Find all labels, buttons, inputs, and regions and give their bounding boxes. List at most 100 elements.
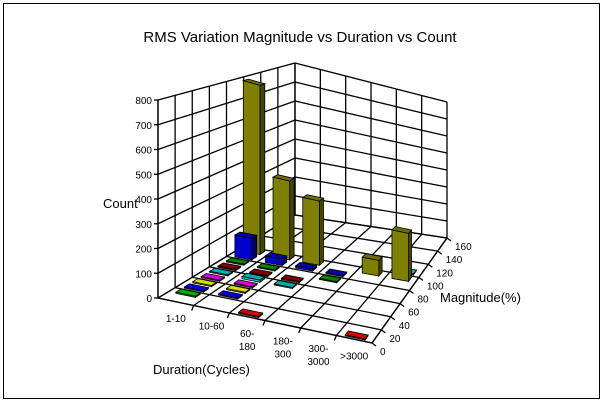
bar-180-300-mag-85 <box>325 268 348 278</box>
bar-side-face <box>408 228 412 283</box>
bar-top-face <box>225 284 251 293</box>
side-wall-gridline <box>157 176 296 250</box>
y-tick-mark <box>371 342 377 347</box>
bar-top-face <box>273 280 298 288</box>
bar-top-face <box>325 268 348 277</box>
y-tick-label: 80 <box>418 295 430 306</box>
bar-top-face <box>174 288 202 297</box>
side-wall-gridline <box>157 62 296 101</box>
back-wall-gridline <box>294 81 448 120</box>
y-tick-label: 100 <box>427 281 444 292</box>
bar-top-face <box>241 78 267 86</box>
bar-1-10-mag-45 <box>200 272 226 283</box>
bar-top-face <box>248 268 273 276</box>
y-tick-mark <box>390 316 396 321</box>
floor-gridline <box>226 255 410 292</box>
bar-top-face <box>233 279 259 288</box>
bar-front-face <box>272 176 291 261</box>
z-tick-label: 300 <box>135 220 152 231</box>
bar-top-face <box>344 330 369 340</box>
y-tick-mark <box>380 329 386 334</box>
bar-side-face <box>251 234 258 261</box>
bar-10-60-mag-95 <box>271 174 296 261</box>
y-tick-mark <box>418 276 424 281</box>
y-tick-label: 40 <box>399 321 411 332</box>
x-tick-mark <box>298 327 302 334</box>
bar-top-face <box>240 272 266 281</box>
bar-top-face <box>208 267 234 276</box>
y-tick-mark <box>437 250 443 255</box>
bar-side-face <box>319 197 324 267</box>
side-wall-gridline <box>157 81 296 126</box>
z-tick-label: 800 <box>135 96 152 107</box>
bar-10-60-mag-35 <box>225 284 251 295</box>
bar-10-60-mag-25 <box>217 290 244 300</box>
z-tick-label: 700 <box>135 121 152 132</box>
z-tick-label: 500 <box>135 170 152 181</box>
bar-top-face <box>271 174 296 182</box>
z-axis-label: Count <box>103 196 138 211</box>
floor-gridline <box>209 266 401 305</box>
y-tick-label: 60 <box>408 308 420 319</box>
y-tick-label: 140 <box>446 255 463 266</box>
side-wall-gridline <box>157 119 296 175</box>
bar-top-face <box>256 263 281 271</box>
back-wall-gridline <box>294 157 448 188</box>
x-tick-label: 10-60 <box>199 321 225 332</box>
bar-60-180-mag-95 <box>301 194 325 267</box>
bar-side-face <box>289 177 295 261</box>
bar-180-300-mag-75 <box>318 274 342 284</box>
x-tick-label: 60-180 <box>239 329 256 353</box>
y-tick-mark <box>409 289 414 295</box>
z-tick-label: 100 <box>135 269 152 280</box>
bar-60-180-mag-5 <box>237 308 264 319</box>
bar-front-face <box>242 80 261 255</box>
chart-frame <box>3 3 600 399</box>
bar->3000-mag-5 <box>344 330 369 342</box>
y-tick-label: 20 <box>389 334 401 345</box>
y-tick-mark <box>446 237 452 242</box>
z-tick-label: 600 <box>135 146 152 157</box>
bar-10-60-mag-45 <box>233 279 259 289</box>
bar-front-face <box>234 234 253 261</box>
bar-front-face <box>302 196 320 266</box>
bar-top-face <box>183 283 210 292</box>
bar-front-face <box>391 229 409 282</box>
chart-title: RMS Variation Magnitude vs Duration vs C… <box>143 29 457 46</box>
bar-60-180-mag-65 <box>280 274 305 284</box>
y-tick-label: 0 <box>380 347 386 358</box>
bar-top-face <box>233 231 258 239</box>
x-tick-mark <box>226 312 230 319</box>
x-tick-label: 1-10 <box>166 314 186 325</box>
bar-side-face <box>259 83 266 256</box>
side-wall-gridline <box>157 195 296 274</box>
bar-top-face <box>264 252 288 260</box>
back-wall-gridline <box>294 100 448 137</box>
floor-gridline <box>277 224 438 252</box>
x-tick-label: 180-300 <box>273 336 293 360</box>
floor-gridline <box>174 286 382 331</box>
bar-1-10-mag-35 <box>191 278 218 288</box>
y-tick-mark <box>427 263 433 268</box>
bar-1-10-mag-85 <box>233 231 258 261</box>
back-wall-gridline <box>294 119 448 154</box>
z-tick-label: 0 <box>146 294 152 305</box>
bar-top-face <box>361 253 383 261</box>
bar-top-face <box>225 257 250 265</box>
bar-top-face <box>237 308 264 317</box>
bar-1-10-mag-75 <box>225 257 250 266</box>
bar-top-face <box>391 226 413 234</box>
back-wall-gridline <box>294 62 448 103</box>
bar-1-10-mag-25 <box>183 283 210 293</box>
bar-60-180-mag-85 <box>294 262 318 272</box>
y-tick-mark <box>399 303 405 308</box>
bar-top-face <box>216 262 242 270</box>
y-tick-label: 160 <box>455 242 472 253</box>
bar-10-60-mag-55 <box>240 272 266 284</box>
x-tick-mark <box>191 305 195 311</box>
side-wall-gridline <box>157 138 296 200</box>
side-wall-gridline <box>157 100 296 151</box>
z-tick-label: 400 <box>135 195 152 206</box>
side-wall-gridline <box>157 214 296 299</box>
